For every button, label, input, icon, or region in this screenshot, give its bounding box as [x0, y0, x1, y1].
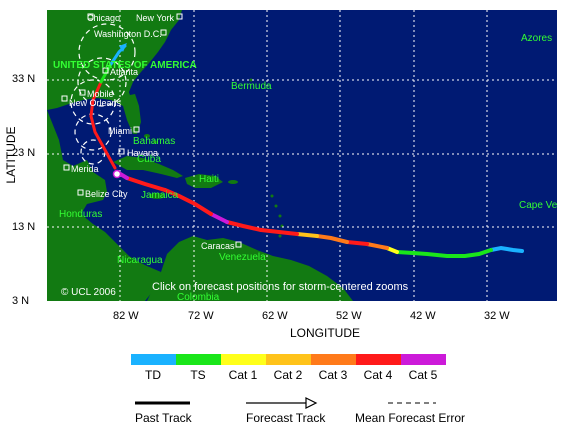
land-florida	[125, 94, 141, 134]
scale-label-ts: TS	[190, 368, 206, 382]
land-bahamas	[144, 134, 150, 138]
city-label-caracas: Caracas	[201, 241, 235, 251]
legend-mean-error: Mean Forecast Error	[355, 411, 466, 425]
land-north-america	[47, 10, 182, 134]
region-label-cape-verde: Cape Verde	[519, 200, 557, 211]
region-label-bermuda: Bermuda	[231, 81, 272, 92]
land-south-america	[147, 236, 353, 301]
forecast-arrow-symbol	[305, 397, 318, 409]
land-bermuda	[249, 78, 253, 82]
credit-text: © UCL 2006	[61, 287, 116, 298]
lon-tick-72w: 72 W	[188, 310, 214, 322]
lat-tick-3n: 3 N	[12, 295, 30, 307]
lon-tick-52w: 52 W	[336, 310, 362, 322]
forecast-arrow-head	[119, 43, 127, 52]
land-jamaica	[149, 193, 165, 199]
region-label-venezuela: Venezuela	[219, 252, 266, 263]
city-labels: Chicago New York Washington D.C. Atlanta…	[69, 13, 235, 251]
lon-tick-82w: 82 W	[113, 310, 139, 322]
latitude-axis-title: LATITUDE	[4, 126, 18, 184]
scale-label-cat1: Cat 1	[228, 368, 258, 382]
scale-label-cat2: Cat 2	[273, 368, 303, 382]
land-hispaniola	[185, 174, 223, 188]
region-label-honduras: Honduras	[59, 209, 102, 220]
longitude-axis-title: LONGITUDE	[289, 326, 360, 340]
scale-swatch-cat1	[221, 354, 266, 365]
lat-tick-23n: 23 N	[12, 147, 36, 159]
city-label-chicago: Chicago	[87, 13, 120, 23]
map-area[interactable]: Chicago New York Washington D.C. Atlanta…	[47, 10, 572, 303]
region-label-usa: UNITED STATES OF AMERICA	[53, 60, 197, 71]
region-label-nicaragua: Nicaragua	[117, 255, 163, 266]
city-label-belize-city: Belize City	[85, 189, 128, 199]
scale-label-td: TD	[145, 368, 161, 382]
land-puerto-rico	[228, 180, 238, 184]
region-label-bahamas: Bahamas	[133, 136, 175, 147]
scale-label-cat5: Cat 5	[408, 368, 438, 382]
city-markers	[61, 13, 242, 248]
city-label-havana: Havana	[127, 148, 158, 158]
city-label-merida: Merida	[71, 164, 99, 174]
city-label-new-orleans: New Orleans	[69, 98, 122, 108]
scale-label-cat4: Cat 4	[363, 368, 393, 382]
grid-lines	[47, 10, 557, 301]
scale-swatch-td	[131, 354, 176, 365]
region-label-colombia: Colombia	[177, 292, 220, 301]
lon-tick-42w: 42 W	[410, 310, 436, 322]
region-labels: UNITED STATES OF AMERICA Bermuda Azores …	[53, 33, 572, 303]
land-cuba	[113, 156, 183, 178]
mean-forecast-error-circles	[70, 23, 136, 165]
region-label-azores: Azores	[521, 33, 552, 44]
scale-swatch-cat4	[356, 354, 401, 365]
line-legend-symbols	[135, 397, 436, 409]
map-canvas[interactable]: Chicago New York Washington D.C. Atlanta…	[47, 10, 572, 303]
city-label-mobile: Mobile	[87, 89, 114, 99]
legend-forecast-track: Forecast Track	[246, 411, 326, 425]
scale-swatch-cat2	[266, 354, 311, 365]
city-label-atlanta: Atlanta	[110, 67, 138, 77]
intensity-scale-bar	[131, 354, 446, 365]
lat-tick-13n: 13 N	[12, 221, 36, 233]
lon-tick-32w: 32 W	[484, 310, 510, 322]
scale-swatch-ts	[176, 354, 221, 365]
scale-swatch-cat3	[311, 354, 356, 365]
region-label-haiti: Haiti	[199, 174, 219, 185]
city-label-washington: Washington D.C.	[94, 29, 162, 39]
past-track	[115, 170, 524, 258]
city-label-miami: Miami	[108, 126, 132, 136]
legend-past-track: Past Track	[135, 411, 192, 425]
lon-tick-62w: 62 W	[262, 310, 288, 322]
region-label-cuba: Cuba	[137, 154, 161, 165]
scale-swatch-cat5	[401, 354, 446, 365]
land-bahamas-2	[153, 140, 157, 144]
scale-label-cat3: Cat 3	[318, 368, 348, 382]
current-position-marker[interactable]	[112, 169, 122, 179]
city-label-new-york: New York	[136, 13, 175, 23]
land-central-america	[47, 110, 161, 301]
lat-tick-33n: 33 N	[12, 73, 36, 85]
zoom-instruction: Click on forecast positions for storm-ce…	[152, 281, 409, 293]
region-label-jamaica: Jamaica	[141, 190, 179, 201]
